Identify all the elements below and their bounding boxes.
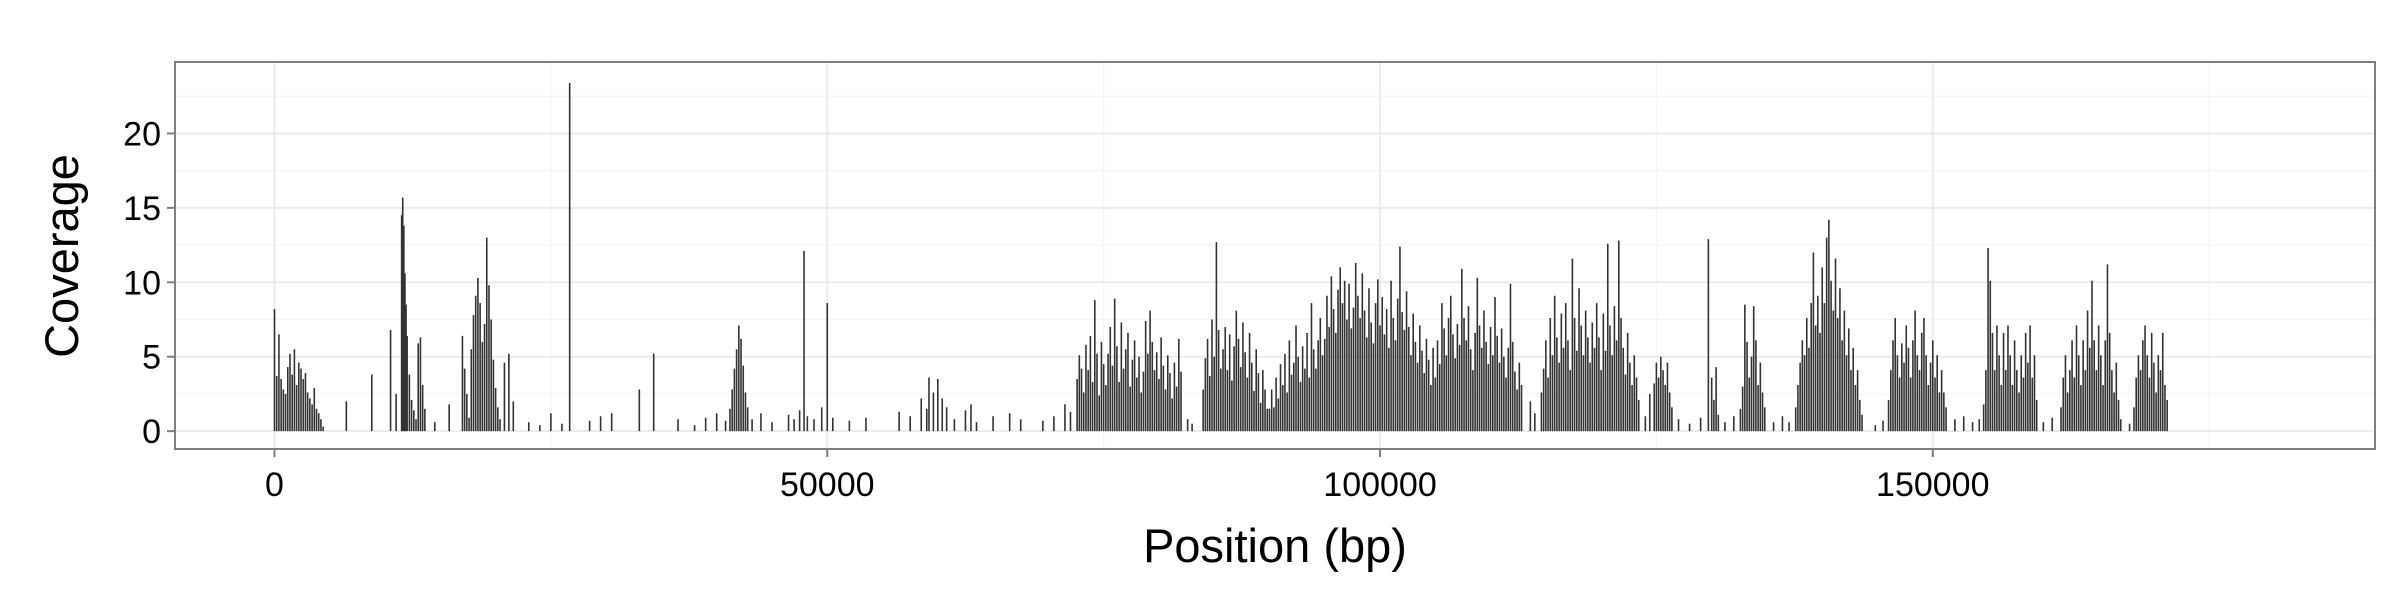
x-tick-label: 50000 [780, 466, 875, 504]
y-axis-ticks: 0 5 10 15 20 [123, 115, 175, 451]
x-axis-title: Position (bp) [1143, 519, 1407, 572]
y-tick-label: 20 [123, 115, 161, 153]
y-tick-label: 0 [142, 413, 161, 451]
x-tick-label: 100000 [1323, 466, 1436, 504]
y-tick-label: 10 [123, 264, 161, 302]
y-tick-label: 5 [142, 339, 161, 377]
x-tick-label: 0 [265, 466, 284, 504]
y-axis-title: Coverage [35, 154, 88, 358]
x-axis-ticks: 0 50000 100000 150000 [265, 449, 1990, 504]
x-tick-label: 150000 [1876, 466, 1989, 504]
plot-panel-border [174, 61, 2376, 450]
coverage-bars [273, 82, 2168, 432]
y-tick-label: 15 [123, 190, 161, 228]
